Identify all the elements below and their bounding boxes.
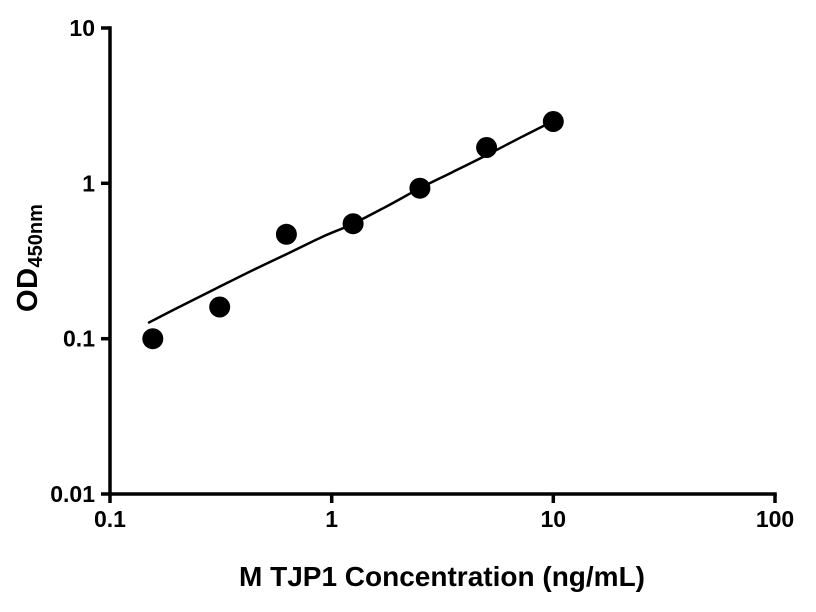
y-tick-label: 1 xyxy=(82,170,95,196)
y-tick-label: 0.01 xyxy=(50,481,95,507)
x-tick-label: 1 xyxy=(325,506,338,532)
x-axis-title: M TJP1 Concentration (ng/mL) xyxy=(239,561,645,592)
y-axis-title-main: OD xyxy=(12,267,44,312)
x-tick-label: 0.1 xyxy=(94,506,126,532)
data-point xyxy=(275,223,297,245)
data-point xyxy=(342,213,364,235)
data-point xyxy=(142,328,164,350)
data-point xyxy=(476,137,498,158)
y-axis-title: OD450nm xyxy=(12,204,48,312)
y-axis-title-subscript: 450nm xyxy=(25,204,47,268)
x-tick-label: 100 xyxy=(756,506,794,532)
data-point xyxy=(409,177,431,199)
y-tick-label: 0.1 xyxy=(63,326,95,352)
x-tick-label: 10 xyxy=(541,506,567,532)
data-point xyxy=(209,296,231,318)
axes-spines xyxy=(108,26,777,496)
data-point xyxy=(542,111,564,132)
y-tick-label: 10 xyxy=(69,15,95,41)
